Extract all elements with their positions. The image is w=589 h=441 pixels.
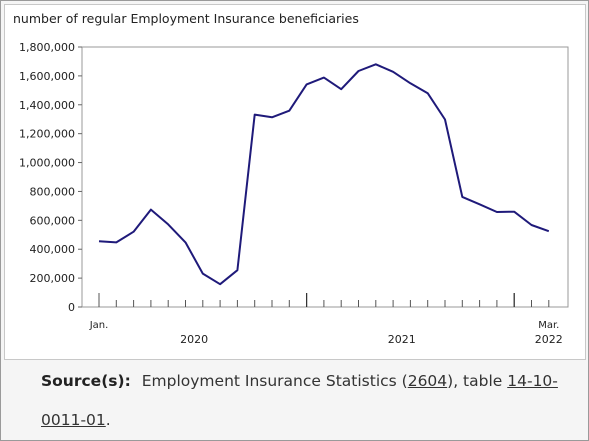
- y-tick-label: 800,000: [30, 185, 76, 198]
- x-tick-label: Mar.: [538, 320, 559, 331]
- y-tick-label: 1,800,000: [19, 41, 75, 54]
- source-text-before: Employment Insurance Statistics (: [141, 372, 408, 390]
- y-tick-label: 400,000: [30, 243, 76, 256]
- year-label: 2020: [180, 333, 208, 346]
- y-tick-label: 1,600,000: [19, 70, 75, 83]
- plot-area-border: [81, 46, 569, 308]
- year-label: 2022: [535, 333, 563, 346]
- y-tick-label: 1,200,000: [19, 128, 75, 141]
- y-tick-label: 600,000: [30, 214, 76, 227]
- line-chart: 0 200,000 400,000 600,000 800,000 1,000,000 1,…: [19, 41, 569, 346]
- x-tick-label: Jan.: [89, 320, 109, 331]
- series-line: [98, 63, 550, 286]
- chart-panel: number of regular Employment Insurance b…: [4, 4, 586, 360]
- year-label: 2021: [388, 333, 416, 346]
- survey-link[interactable]: 2604: [407, 372, 448, 390]
- y-tick-label: 0: [68, 301, 75, 314]
- source-label: Source(s):: [41, 372, 131, 390]
- source-note: Source(s): Employment Insurance Statisti…: [41, 362, 561, 440]
- source-text-middle: ), table: [447, 372, 508, 390]
- table-link[interactable]: 14-10-0011-01: [41, 372, 558, 429]
- source-text-after: .: [105, 411, 111, 429]
- y-tick-label: 1,400,000: [19, 99, 75, 112]
- y-tick-label: 1,000,000: [19, 157, 75, 170]
- chart-title: number of regular Employment Insurance b…: [13, 11, 359, 26]
- y-tick-label: 200,000: [30, 272, 76, 285]
